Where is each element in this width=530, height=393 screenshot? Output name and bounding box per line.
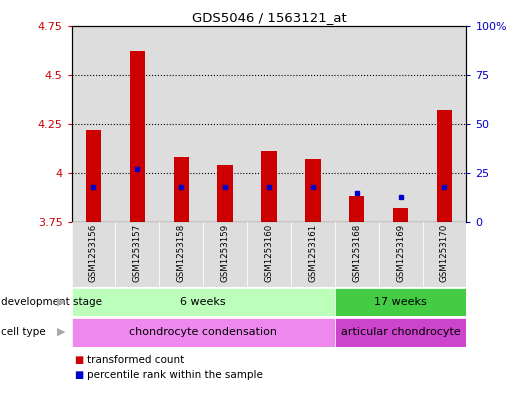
Text: GSM1253169: GSM1253169 [396,224,405,282]
Text: ■: ■ [74,354,83,365]
Text: ▶: ▶ [57,327,65,337]
Bar [72,288,335,316]
Bar [335,26,378,222]
Bar [203,222,247,287]
Text: chondrocyte condensation: chondrocyte condensation [129,327,277,337]
Bar [305,159,321,222]
Bar [393,208,408,222]
Text: articular chondrocyte: articular chondrocyte [341,327,461,337]
Text: GSM1253170: GSM1253170 [440,224,449,282]
Bar [335,318,466,347]
Text: GSM1253161: GSM1253161 [308,224,317,282]
Bar [203,26,247,222]
Text: ■: ■ [74,370,83,380]
Text: GSM1253160: GSM1253160 [264,224,273,282]
Bar [378,26,422,222]
Bar [116,222,160,287]
Text: development stage: development stage [1,297,102,307]
Text: ▶: ▶ [57,297,65,307]
Text: percentile rank within the sample: percentile rank within the sample [87,370,263,380]
Bar [72,318,335,347]
Bar [378,222,422,287]
Bar [116,26,160,222]
Bar [422,222,466,287]
Text: GSM1253157: GSM1253157 [133,224,142,282]
Bar [437,110,452,222]
Text: 17 weeks: 17 weeks [374,297,427,307]
Text: transformed count: transformed count [87,354,184,365]
Text: cell type: cell type [1,327,46,337]
Text: GSM1253168: GSM1253168 [352,224,361,282]
Bar [349,196,365,222]
Text: 6 weeks: 6 weeks [180,297,226,307]
Bar [261,151,277,222]
Bar [291,222,335,287]
Bar [291,26,335,222]
Text: GSM1253159: GSM1253159 [220,224,229,282]
Bar [247,26,291,222]
Bar [160,222,203,287]
Bar [173,157,189,222]
Bar [247,222,291,287]
Text: GSM1253158: GSM1253158 [176,224,186,282]
Bar [160,26,203,222]
Bar [422,26,466,222]
Bar [72,26,116,222]
Bar [86,130,101,222]
Title: GDS5046 / 1563121_at: GDS5046 / 1563121_at [192,11,346,24]
Bar [130,51,145,222]
Bar [335,288,466,316]
Bar [217,165,233,222]
Bar [72,222,116,287]
Bar [335,222,378,287]
Text: GSM1253156: GSM1253156 [89,224,98,282]
